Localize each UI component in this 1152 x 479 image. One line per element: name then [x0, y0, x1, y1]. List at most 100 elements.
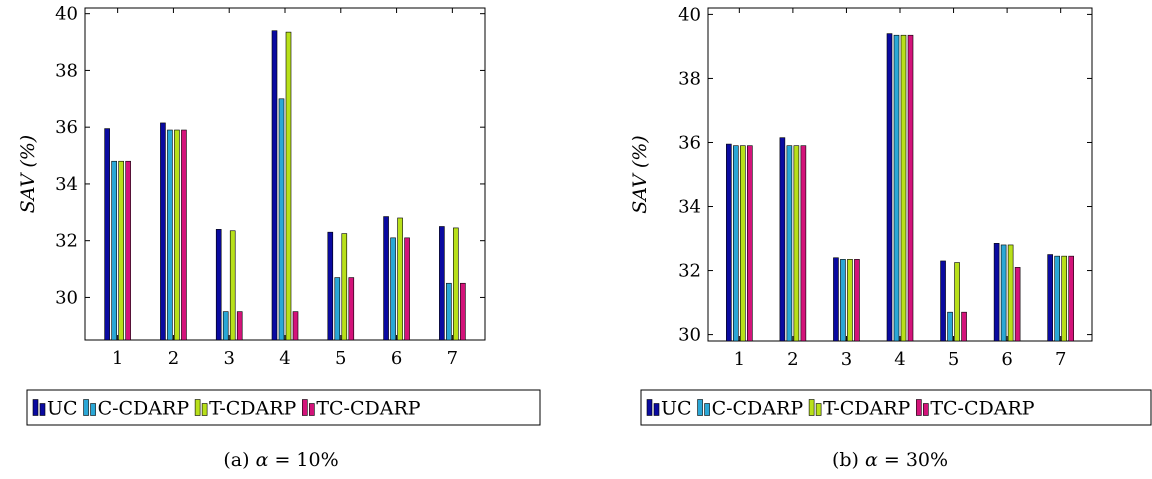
bar	[404, 237, 410, 341]
legend-label: TC-CDARP	[316, 398, 420, 420]
bar	[800, 145, 807, 342]
legend-label: T-CDARP	[823, 398, 910, 420]
y-axis-label: SAV (%)	[629, 135, 651, 213]
bar	[174, 129, 180, 341]
bar	[793, 145, 800, 342]
bar	[348, 277, 355, 341]
legend-swatch	[704, 403, 710, 416]
x-tick-label: 3	[223, 348, 234, 369]
bar	[961, 311, 967, 342]
caption-label: (a)	[223, 449, 255, 471]
legend-swatch	[309, 403, 315, 416]
legend: UC C-CDARP T-CDARP TC-CDARP	[26, 389, 541, 426]
legend-swatch	[697, 399, 703, 416]
bar	[940, 260, 946, 342]
bar	[833, 257, 839, 342]
bar	[278, 98, 285, 341]
bar	[1014, 267, 1021, 342]
x-tick-label: 1	[734, 349, 745, 370]
bar	[222, 311, 229, 341]
x-tick-label: 6	[1001, 349, 1012, 370]
x-tick-label: 4	[894, 349, 905, 370]
bar	[907, 34, 914, 342]
legend-box	[640, 389, 1152, 426]
legend: UC C-CDARP T-CDARP TC-CDARP	[640, 389, 1152, 426]
bar	[1047, 254, 1053, 342]
bar	[1061, 255, 1067, 342]
caption-label: (b)	[832, 449, 865, 471]
bar	[104, 128, 110, 341]
y-tick-label: 36	[55, 117, 78, 138]
plot-frame	[707, 7, 1093, 342]
legend-swatch	[916, 399, 922, 416]
bar	[726, 143, 732, 342]
bar	[397, 217, 403, 341]
y-tick-label: 34	[55, 174, 78, 195]
bar	[1000, 244, 1007, 342]
legend-label: TC-CDARP	[930, 398, 1034, 420]
y-tick-label: 30	[678, 325, 701, 346]
y-tick-label: 40	[55, 4, 78, 25]
y-tick-label: 30	[55, 287, 78, 308]
x-tick-label: 6	[391, 348, 402, 369]
y-tick-label: 32	[55, 231, 78, 252]
bar	[292, 311, 299, 341]
bar	[236, 311, 243, 341]
caption-eq: =	[268, 449, 296, 471]
legend-swatch	[815, 403, 822, 416]
x-tick-label: 5	[948, 349, 959, 370]
bar	[786, 145, 793, 342]
bar	[390, 237, 396, 341]
bar	[334, 277, 341, 341]
bar	[733, 145, 739, 342]
y-tick-label: 32	[678, 261, 701, 282]
caption: (b) α = 30%	[832, 449, 948, 471]
x-tick-label: 2	[787, 349, 798, 370]
bar	[900, 34, 907, 342]
legend-label: UC	[661, 398, 692, 420]
caption-eq: =	[878, 449, 906, 471]
legend-label: T-CDARP	[209, 398, 296, 420]
bar	[1007, 244, 1014, 342]
bar	[453, 227, 459, 341]
x-tick-label: 7	[1055, 349, 1066, 370]
bar	[125, 160, 131, 341]
y-tick-label: 38	[55, 60, 78, 81]
legend-swatch	[808, 399, 815, 416]
legend-swatch	[32, 399, 39, 416]
bar	[886, 33, 893, 342]
bar	[954, 262, 960, 342]
x-tick-label: 2	[168, 348, 179, 369]
bar	[840, 259, 846, 342]
legend-swatch	[201, 403, 208, 416]
bar	[993, 243, 1000, 342]
bar	[327, 231, 334, 341]
bar	[285, 31, 292, 341]
legend-swatch	[302, 399, 308, 416]
legend-swatch	[194, 399, 201, 416]
bar	[779, 137, 786, 342]
caption-symbol: α	[865, 449, 878, 471]
bar	[111, 160, 117, 341]
legend-box	[26, 389, 541, 426]
caption-symbol: α	[256, 449, 269, 471]
y-tick-label: 38	[678, 68, 701, 89]
caption-value: 10%	[296, 449, 338, 471]
bar	[847, 259, 853, 342]
bar	[893, 34, 900, 342]
bar	[167, 129, 173, 341]
legend-label: UC	[47, 398, 78, 420]
legend-swatch	[646, 399, 653, 416]
y-tick-label: 34	[678, 197, 701, 218]
x-tick-label: 7	[447, 348, 458, 369]
bar	[118, 160, 124, 341]
x-tick-label: 1	[112, 348, 123, 369]
legend-swatch	[90, 403, 96, 416]
x-tick-label: 3	[841, 349, 852, 370]
x-tick-label: 5	[335, 348, 346, 369]
bar	[383, 216, 389, 341]
caption-value: 30%	[906, 449, 948, 471]
legend-swatch	[39, 403, 46, 416]
